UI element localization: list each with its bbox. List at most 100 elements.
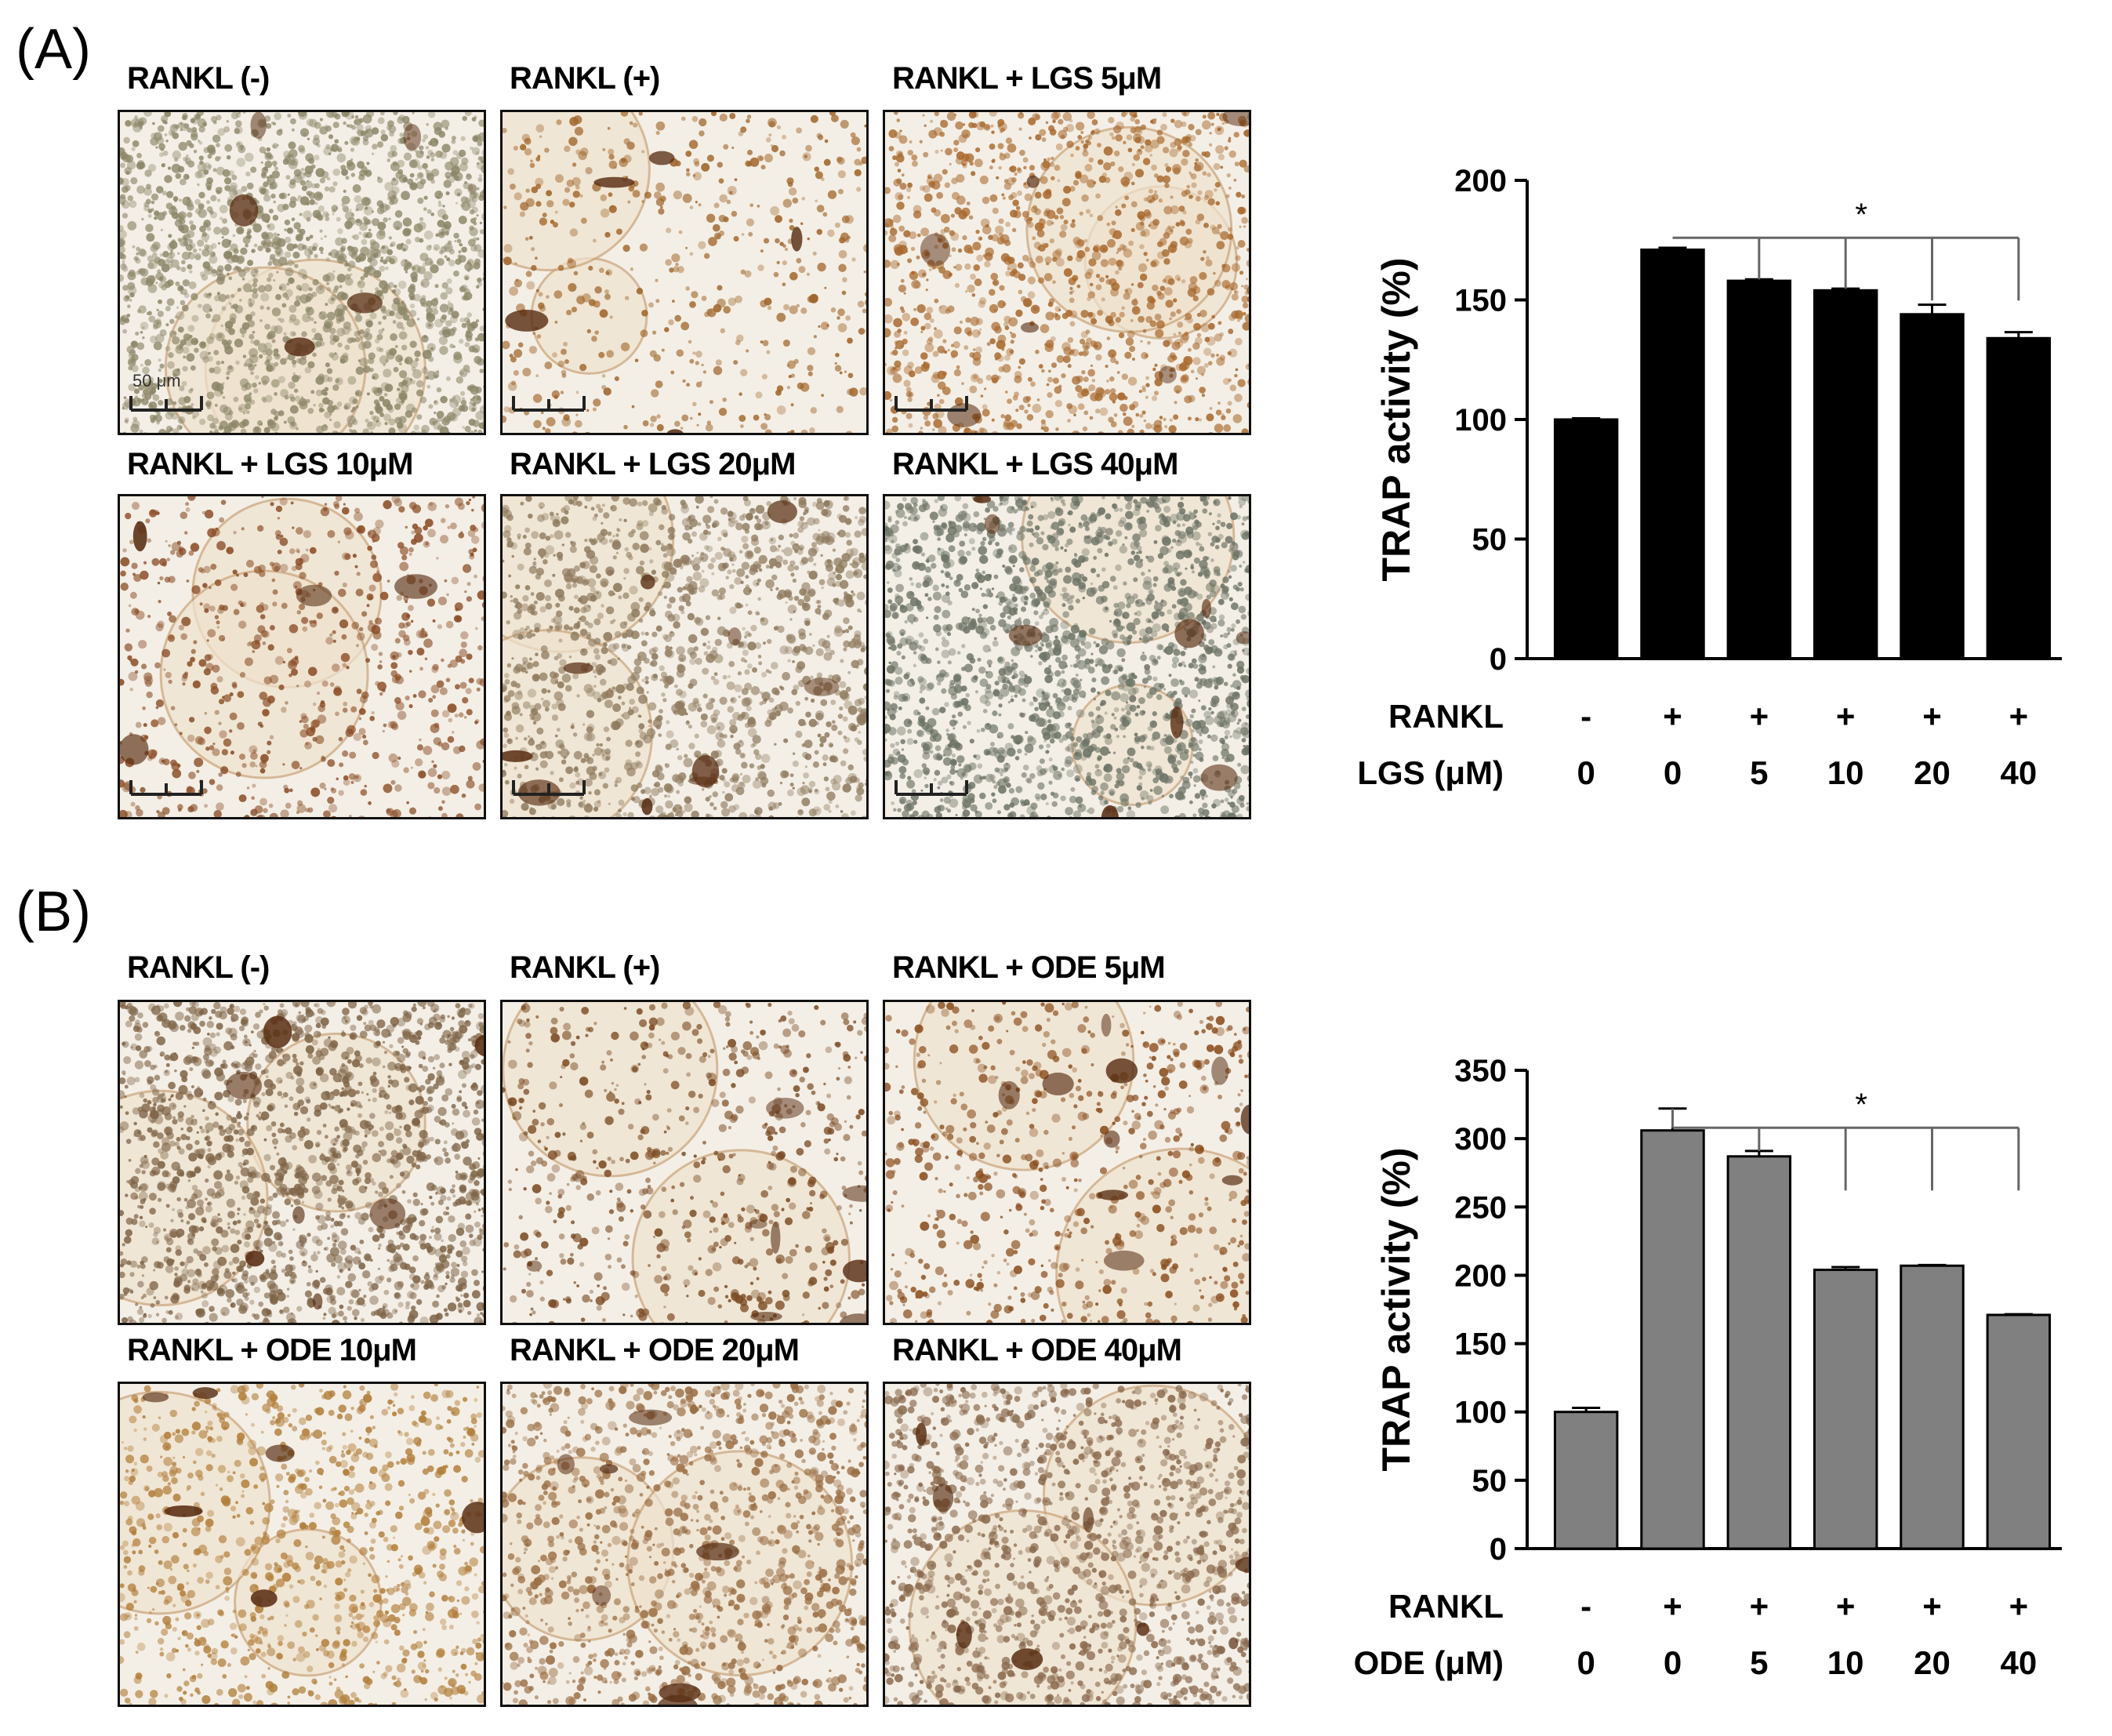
scale-bar bbox=[512, 396, 586, 412]
bar bbox=[1640, 1129, 1705, 1550]
rankl-condition: + bbox=[1922, 1588, 1942, 1625]
bar bbox=[1986, 1313, 2052, 1550]
error-bar bbox=[1658, 246, 1687, 250]
dose-label: 5 bbox=[1750, 754, 1768, 791]
panel-label: (A) bbox=[16, 18, 91, 81]
y-tick-label: 150 bbox=[1454, 1327, 1507, 1362]
bar bbox=[1900, 313, 1965, 660]
row-label: RANKL bbox=[1388, 698, 1504, 735]
scale-bar bbox=[895, 396, 968, 412]
y-tick-label: 300 bbox=[1454, 1122, 1507, 1157]
significance-bracket bbox=[1672, 236, 2020, 301]
dose-label: 40 bbox=[2000, 1644, 2037, 1681]
error-bar bbox=[1744, 278, 1773, 281]
panel-label: (B) bbox=[16, 881, 91, 943]
rankl-condition: + bbox=[2009, 1588, 2029, 1625]
bar bbox=[1553, 1411, 1619, 1550]
micrograph-image bbox=[500, 1382, 869, 1707]
error-bar bbox=[1744, 1149, 1773, 1157]
y-tick-label: 250 bbox=[1454, 1190, 1507, 1225]
significance-star: * bbox=[1855, 1088, 1867, 1122]
micrograph-title: RANKL + ODE 20μM bbox=[510, 1333, 800, 1367]
dose-label: 0 bbox=[1664, 754, 1682, 791]
micrograph-title: RANKL + ODE 10μM bbox=[127, 1333, 417, 1367]
bar bbox=[1986, 336, 2052, 660]
bar bbox=[1553, 418, 1619, 660]
rankl-condition: + bbox=[1836, 1588, 1856, 1625]
dose-label: 20 bbox=[1914, 754, 1951, 791]
y-tick-label: 0 bbox=[1490, 642, 1507, 677]
bar bbox=[1726, 279, 1792, 660]
micrograph-image bbox=[883, 1000, 1251, 1325]
micrograph-image bbox=[118, 494, 486, 819]
trap-activity-chart: 0 50 100 150 200 TRAP activity (%) - 0 +0 +5 +10 +2… bbox=[1357, 164, 2062, 791]
micrograph-title: RANKL + ODE 40μM bbox=[892, 1333, 1182, 1367]
micrograph-image bbox=[500, 110, 869, 435]
error-bar bbox=[1572, 416, 1601, 419]
rankl-condition: + bbox=[1750, 1588, 1769, 1625]
y-tick-label: 0 bbox=[1490, 1532, 1507, 1567]
y-tick-label: 200 bbox=[1454, 164, 1507, 198]
rankl-condition: + bbox=[1922, 698, 1942, 735]
dose-label: 10 bbox=[1827, 1644, 1864, 1681]
row-label: LGS (μM) bbox=[1357, 754, 1504, 791]
significance-star: * bbox=[1855, 198, 1867, 232]
bar bbox=[1640, 248, 1705, 660]
error-bar bbox=[1572, 1406, 1601, 1412]
bar bbox=[1726, 1155, 1792, 1550]
scale-bar bbox=[895, 780, 968, 796]
panel-b: (B) RANKL (-) RANKL (+) RANKL + ODE 5μM RAN… bbox=[0, 863, 2112, 1725]
scale-bar bbox=[129, 780, 203, 796]
error-bar bbox=[1918, 1263, 1947, 1266]
y-tick-label: 150 bbox=[1454, 284, 1507, 318]
scale-bar-label: 50 μm bbox=[132, 371, 181, 390]
rankl-condition: + bbox=[1663, 1588, 1682, 1625]
scale-bar bbox=[512, 780, 586, 796]
micrograph-title: RANKL + ODE 5μM bbox=[892, 950, 1166, 985]
micrograph-title: RANKL (-) bbox=[127, 950, 270, 985]
micrograph-image bbox=[118, 1000, 486, 1325]
y-tick-label: 200 bbox=[1454, 1258, 1507, 1293]
bar bbox=[1813, 289, 1878, 660]
significance-bracket bbox=[1671, 1108, 2020, 1191]
y-axis-label: TRAP activity (%) bbox=[1374, 1147, 1418, 1471]
y-tick-label: 100 bbox=[1454, 1396, 1507, 1430]
rankl-condition: + bbox=[1663, 698, 1682, 735]
row-label: RANKL bbox=[1388, 1588, 1504, 1625]
dose-label: 5 bbox=[1750, 1644, 1768, 1681]
micrograph-image bbox=[883, 110, 1251, 435]
micrograph-image bbox=[883, 494, 1251, 819]
micrograph-title: RANKL (+) bbox=[510, 61, 660, 96]
dose-label: 20 bbox=[1914, 1644, 1951, 1681]
y-tick-label: 50 bbox=[1472, 1464, 1508, 1498]
error-bar bbox=[1831, 1266, 1860, 1270]
rankl-condition: + bbox=[1836, 698, 1856, 735]
micrograph-image bbox=[118, 1382, 486, 1707]
dose-label: 0 bbox=[1577, 1644, 1595, 1681]
micrograph-title: RANKL (+) bbox=[510, 950, 660, 985]
micrograph-title: RANKL + LGS 5μM bbox=[892, 61, 1162, 96]
micrograph-image: 50 μm bbox=[118, 110, 486, 435]
bar bbox=[1813, 1268, 1878, 1550]
rankl-condition: + bbox=[2009, 698, 2029, 735]
rankl-condition: + bbox=[1750, 698, 1769, 735]
dose-label: 0 bbox=[1664, 1644, 1682, 1681]
micrograph-image bbox=[500, 494, 869, 819]
micrograph-title: RANKL + LGS 10μM bbox=[127, 447, 413, 481]
rankl-condition: - bbox=[1580, 698, 1591, 735]
micrograph-image bbox=[883, 1382, 1251, 1707]
bar bbox=[1900, 1264, 1965, 1550]
rankl-condition: - bbox=[1580, 1588, 1591, 1625]
y-tick-label: 100 bbox=[1454, 403, 1507, 438]
y-axis-label: TRAP activity (%) bbox=[1374, 257, 1418, 581]
dose-label: 0 bbox=[1577, 754, 1595, 791]
micrograph-title: RANKL + LGS 40μM bbox=[892, 447, 1178, 481]
row-label: ODE (μM) bbox=[1354, 1644, 1504, 1681]
scale-bar bbox=[129, 396, 203, 412]
micrograph-image bbox=[500, 1000, 869, 1325]
dose-label: 10 bbox=[1827, 754, 1864, 791]
dose-label: 40 bbox=[2000, 754, 2037, 791]
error-bar bbox=[2004, 1313, 2033, 1316]
micrograph-title: RANKL + LGS 20μM bbox=[510, 447, 796, 481]
